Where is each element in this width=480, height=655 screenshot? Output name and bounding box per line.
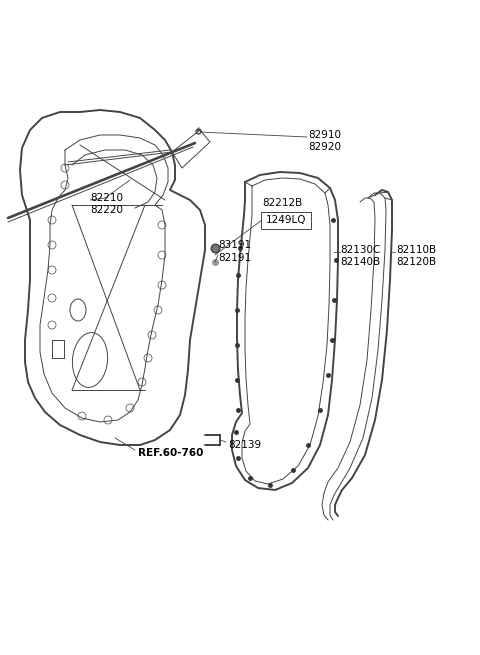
Text: 1249LQ: 1249LQ: [266, 215, 307, 225]
Text: 82140B: 82140B: [340, 257, 380, 267]
Text: 82220: 82220: [90, 205, 123, 215]
Text: 82210: 82210: [90, 193, 123, 203]
Text: 82920: 82920: [308, 142, 341, 152]
Text: 82110B: 82110B: [396, 245, 436, 255]
Text: 82139: 82139: [228, 440, 261, 450]
Text: 82212B: 82212B: [262, 198, 302, 208]
Text: 82130C: 82130C: [340, 245, 380, 255]
Text: 82120B: 82120B: [396, 257, 436, 267]
Text: REF.60-760: REF.60-760: [138, 448, 204, 458]
Text: 83191: 83191: [218, 240, 251, 250]
Text: 82191: 82191: [218, 253, 251, 263]
Text: 82910: 82910: [308, 130, 341, 140]
